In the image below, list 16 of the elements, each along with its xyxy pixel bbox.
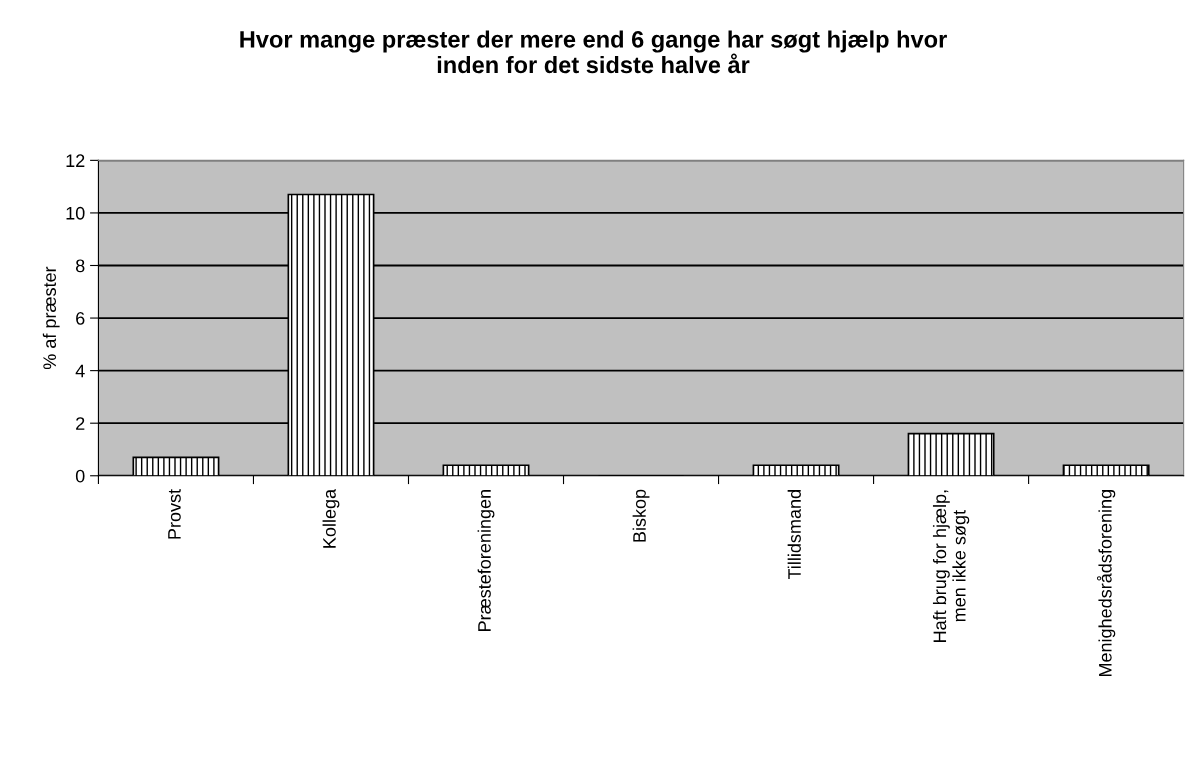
y-tick-label: 0 [75, 469, 85, 483]
chart-title: Hvor mange præster der mere end 6 gange har søgt hjælp hvor inden for det sidste halve år [240, 30, 947, 74]
x-tick-label: Kollega [322, 488, 340, 548]
x-tick-label: Provst [168, 489, 181, 539]
x-tick-label: Haft brug for hjælp, men ikke søgt [932, 490, 970, 642]
x-tick-label: Biskop [632, 489, 650, 542]
x-tick-label: Præsteforeningen [477, 490, 495, 631]
y-tick-label: 10 [66, 206, 85, 220]
y-tick-label: 12 [66, 154, 85, 167]
y-tick-label: 4 [75, 364, 85, 378]
x-tick-label: Tillidsmand [787, 490, 801, 580]
y-tick-label: 2 [76, 417, 85, 430]
x-tick-label: Menighedsrådsforening [1096, 490, 1116, 677]
y-tick-label: 6 [76, 311, 85, 325]
y-tick-label: 8 [75, 259, 85, 273]
y-axis-title: % af præster [42, 266, 60, 370]
